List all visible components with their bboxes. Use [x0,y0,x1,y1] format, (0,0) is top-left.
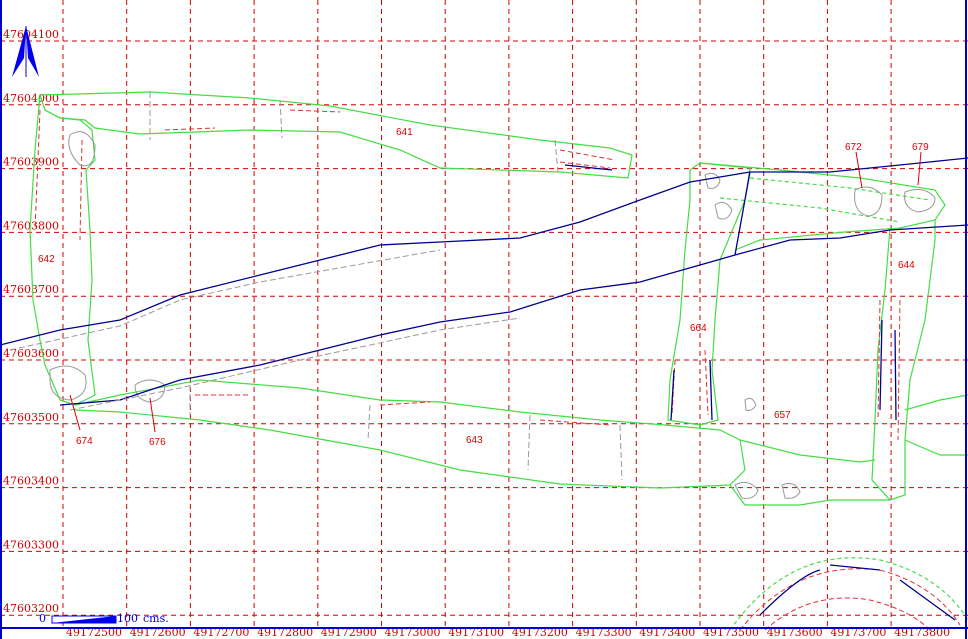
northing-label: 47604000 [3,92,59,105]
northing-label: 47604100 [3,28,59,41]
easting-label: 49173100 [448,626,504,639]
feature-label-679: 679 [912,142,929,153]
feature-642 [29,94,96,406]
feature-label-641: 641 [396,127,413,138]
scale-bar: 0 100 cms. [39,612,169,625]
scale-start: 0 [39,612,46,625]
feature-641 [39,91,633,179]
feature-label-644: 644 [898,260,915,271]
easting-label: 49173800 [894,626,950,639]
section-lines [0,157,968,456]
easting-label: 49172500 [66,626,122,639]
northing-label: 47603700 [3,283,59,296]
north-arrow-icon [12,26,39,77]
northing-label: 47603200 [3,602,59,615]
easting-label: 49173200 [512,626,568,639]
easting-label: 49173500 [703,626,759,639]
northing-label: 47603600 [3,347,59,360]
easting-label: 49173000 [385,626,441,639]
scale-end: 100 [117,612,138,625]
feature-label-657: 657 [774,410,791,421]
easting-label: 49172600 [130,626,186,639]
northing-label: 47603800 [3,219,59,232]
northing-label: 47603400 [3,475,59,488]
easting-label: 49173300 [576,626,632,639]
easting-label: 49172800 [257,626,313,639]
northing-label: 47603900 [3,156,59,169]
feature-664 [667,162,751,426]
easting-label: 49173400 [639,626,695,639]
feature-label-672: 672 [845,142,862,153]
ring-feature [729,557,968,631]
feature-label-642: 642 [38,254,55,265]
easting-label: 49173600 [767,626,823,639]
feature-label-664: 664 [690,323,707,334]
easting-label: 49172700 [193,626,249,639]
feature-643 [74,379,746,489]
feature-label-643: 643 [466,435,483,446]
feature-644 [699,162,946,506]
northing-label: 47603300 [3,538,59,551]
easting-label: 49173700 [830,626,886,639]
feature-label-676: 676 [149,437,166,448]
northing-label: 47603500 [3,411,59,424]
easting-label: 49172900 [321,626,377,639]
scale-unit: cms. [143,612,169,625]
feature-label-674: 674 [76,436,93,447]
